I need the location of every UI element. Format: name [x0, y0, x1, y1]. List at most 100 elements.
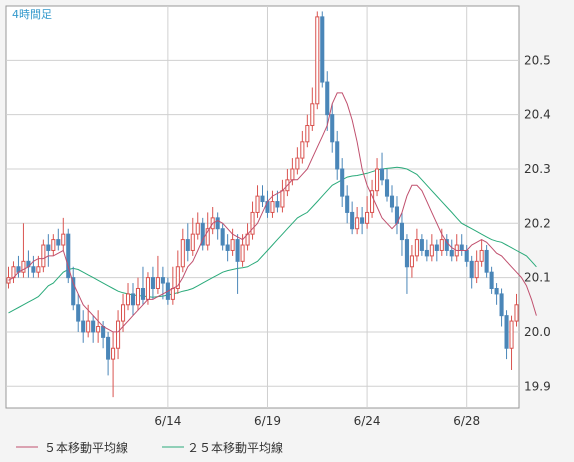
- candle-body-up: [41, 244, 46, 268]
- candle-body-up: [280, 190, 285, 208]
- legend-label-ma5: ５本移動平均線: [44, 440, 128, 455]
- candle-body-up: [439, 239, 444, 251]
- candle-body-up: [86, 320, 91, 333]
- chart-title: 4時間足: [12, 8, 52, 21]
- candle: [419, 234, 424, 256]
- candle: [379, 152, 385, 186]
- candle-body-down: [130, 293, 136, 306]
- candle-body-up: [305, 125, 310, 143]
- candle-body-up: [6, 277, 11, 284]
- candle-body-down: [449, 249, 454, 257]
- candle-body-up: [370, 190, 375, 213]
- candle-body-down: [360, 217, 365, 224]
- candles: [6, 11, 519, 398]
- candle-body-up: [116, 320, 121, 349]
- candle-body-down: [275, 201, 280, 208]
- candle-body-up: [300, 141, 305, 159]
- candle: [494, 283, 499, 305]
- candle-body-down: [81, 320, 86, 333]
- candle: [384, 168, 390, 202]
- candle-body-up: [61, 233, 66, 246]
- candle-body-up: [170, 287, 175, 300]
- candle: [305, 114, 310, 148]
- candle-body-down: [106, 336, 111, 360]
- candle: [190, 217, 195, 256]
- candle: [474, 250, 479, 284]
- candle: [504, 310, 509, 360]
- x-tick-label: 6/28: [453, 414, 480, 428]
- candle: [320, 11, 325, 88]
- candle-body-down: [150, 277, 155, 289]
- candle-body-up: [365, 211, 370, 224]
- x-tick-label: 6/19: [254, 414, 281, 428]
- candle-body-up: [474, 260, 479, 279]
- candle: [300, 130, 305, 164]
- candle: [111, 331, 116, 398]
- candle: [360, 207, 365, 235]
- ma25-line: [8, 166, 537, 314]
- candle-body-down: [71, 277, 76, 306]
- candle: [81, 310, 86, 343]
- candle: [125, 283, 131, 311]
- candle: [434, 239, 439, 262]
- candle-body-up: [175, 266, 180, 289]
- candle-body-down: [91, 320, 96, 333]
- candle: [91, 315, 96, 343]
- candle: [484, 245, 489, 278]
- candle-body-up: [195, 222, 200, 235]
- candle-body-up: [96, 326, 101, 333]
- candle-body-up: [125, 293, 131, 306]
- candle-body-up: [270, 201, 275, 213]
- candle-body-down: [185, 239, 190, 251]
- candle-body-down: [330, 114, 335, 143]
- candle-body-down: [140, 287, 146, 300]
- candle-body-up: [315, 16, 320, 105]
- candle: [340, 158, 345, 207]
- candle: [31, 255, 36, 278]
- candle-body-down: [399, 222, 405, 241]
- candle-body-down: [499, 293, 504, 317]
- candle: [345, 185, 350, 224]
- candle: [250, 201, 255, 240]
- candle: [135, 277, 141, 311]
- candle: [315, 11, 320, 110]
- candle: [200, 217, 205, 251]
- candle-body-up: [205, 228, 210, 246]
- candle-body-up: [230, 239, 235, 251]
- candle: [270, 190, 275, 218]
- y-tick-label: 20.0: [524, 325, 551, 339]
- candle: [56, 228, 61, 251]
- candle-body-down: [325, 81, 330, 116]
- candle-body-down: [434, 244, 439, 251]
- candle: [106, 331, 111, 376]
- candle-body-down: [379, 168, 385, 181]
- y-tick-label: 20.1: [524, 271, 551, 285]
- candle-body-down: [469, 260, 474, 279]
- candle: [429, 234, 434, 262]
- candle-body-up: [180, 239, 185, 268]
- candle: [414, 228, 419, 262]
- candle: [155, 255, 160, 294]
- candle: [150, 266, 155, 300]
- candle-body-up: [111, 347, 116, 360]
- candle: [230, 228, 235, 256]
- candle: [96, 310, 101, 343]
- candle: [66, 228, 71, 284]
- candle: [499, 288, 504, 327]
- candle: [365, 196, 370, 229]
- candle: [325, 71, 330, 131]
- x-tick-label: 6/14: [154, 414, 181, 428]
- candle-body-down: [464, 249, 469, 262]
- legend-label-ma25: ２５本移動平均線: [187, 440, 283, 455]
- candle: [130, 283, 136, 316]
- candle-body-down: [320, 16, 325, 83]
- candle-body-down: [31, 266, 36, 273]
- candle: [185, 223, 190, 262]
- candle-body-up: [414, 239, 419, 257]
- candle-body-down: [235, 239, 240, 262]
- candle-body-down: [424, 249, 429, 257]
- candle: [389, 185, 395, 213]
- candle: [514, 293, 519, 327]
- x-tick-label: 6/24: [354, 414, 381, 428]
